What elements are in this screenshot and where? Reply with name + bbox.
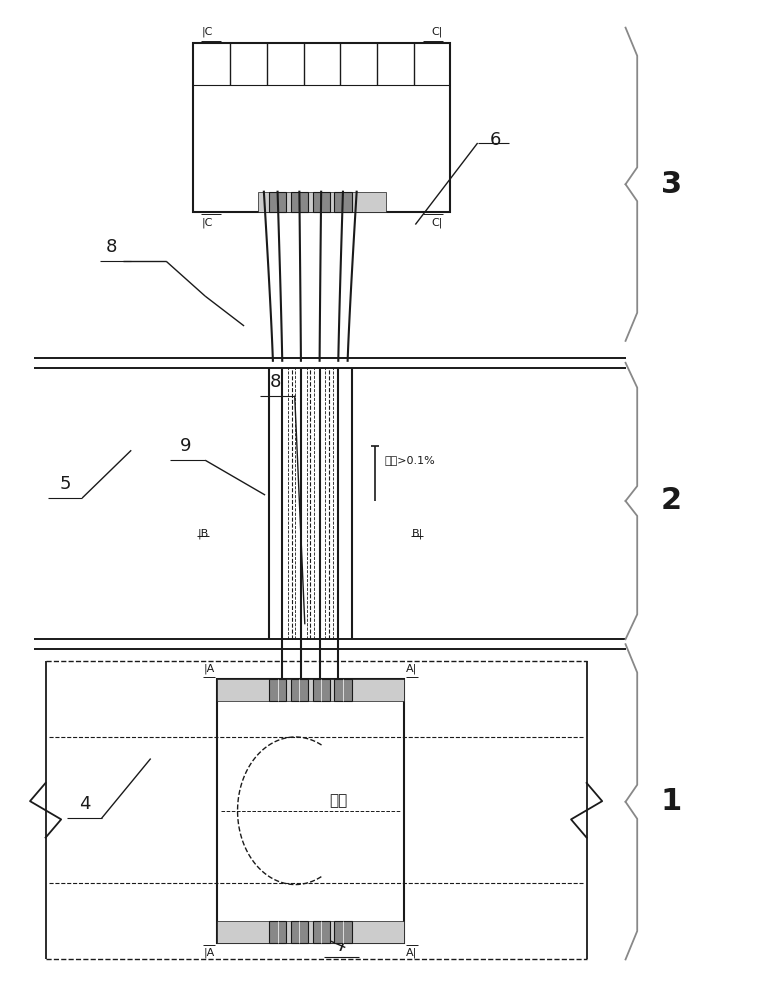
Text: 8: 8	[106, 238, 118, 256]
Bar	[313, 679, 330, 701]
Bar	[313, 192, 330, 212]
Text: |A: |A	[203, 664, 215, 674]
Bar	[194, 43, 450, 212]
Bar	[335, 679, 351, 701]
Bar	[217, 679, 404, 701]
Text: 坡度>0.1%: 坡度>0.1%	[384, 455, 435, 465]
Text: 电缆: 电缆	[329, 793, 347, 808]
Bar	[335, 921, 351, 943]
Text: C|: C|	[431, 218, 443, 228]
Text: 5: 5	[60, 475, 71, 493]
Bar	[217, 921, 404, 943]
Bar	[217, 679, 404, 943]
Text: A|: A|	[406, 948, 417, 958]
Text: |C: |C	[201, 218, 212, 228]
Text: B|: B|	[412, 528, 423, 539]
Bar	[291, 192, 308, 212]
Bar	[291, 921, 308, 943]
Bar	[269, 921, 286, 943]
Text: 4: 4	[78, 795, 90, 813]
Text: |A: |A	[203, 948, 215, 958]
Text: |B: |B	[198, 528, 209, 539]
Text: 8: 8	[270, 373, 281, 391]
Text: 6: 6	[489, 131, 501, 149]
Bar	[269, 192, 286, 212]
Text: |C: |C	[201, 26, 212, 37]
Text: 9: 9	[180, 437, 191, 455]
Text: 7: 7	[336, 937, 347, 955]
Text: 2: 2	[661, 486, 682, 515]
Text: 3: 3	[661, 170, 682, 199]
Text: C|: C|	[431, 26, 443, 37]
Bar	[258, 192, 387, 212]
Bar	[313, 921, 330, 943]
Bar	[291, 679, 308, 701]
Bar	[269, 679, 286, 701]
Text: A|: A|	[406, 664, 417, 674]
Text: 1: 1	[661, 787, 682, 816]
Bar	[335, 192, 351, 212]
